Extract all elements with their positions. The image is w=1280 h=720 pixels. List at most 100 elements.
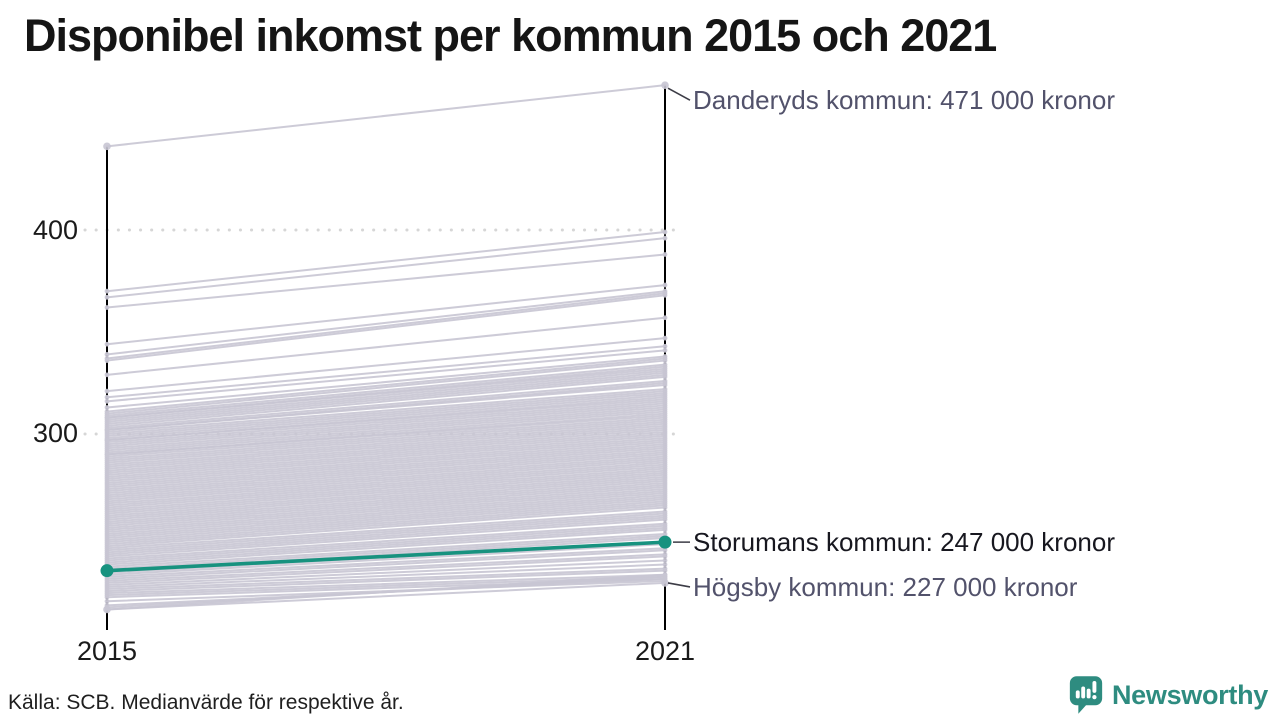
newsworthy-wordmark: Newsworthy: [1111, 679, 1268, 710]
background-endpoint-dot: [662, 527, 668, 533]
background-slope-line: [106, 457, 666, 499]
background-endpoint-dot: [662, 374, 668, 380]
background-endpoint-dot: [662, 235, 668, 241]
background-slope-line: [106, 443, 666, 484]
annotation-danderyd: Danderyds kommun: 471 000 kronor: [693, 85, 1116, 116]
background-slope-line: [106, 502, 666, 544]
background-slope-line: [106, 526, 666, 564]
background-slope-line: [106, 451, 666, 493]
background-endpoint-dot: [662, 358, 668, 363]
background-endpoint-dot: [662, 517, 668, 523]
background-slope-line: [106, 573, 666, 595]
background-slope-line: [106, 467, 666, 509]
background-slope-line: [106, 459, 666, 501]
background-slope-line: [106, 388, 666, 433]
background-slope-line: [106, 394, 666, 440]
background-slope-line: [106, 516, 666, 556]
highlight-endpoint-dot: [658, 535, 672, 549]
background-slope-line: [106, 290, 666, 356]
background-slope-line: [106, 375, 666, 427]
y-axis-tick-300: 300: [32, 418, 78, 448]
background-slope-line: [106, 404, 666, 448]
background-slope-line: [106, 384, 666, 431]
x-axis-label-2021: 2021: [634, 636, 696, 666]
background-endpoint-dot: [662, 315, 668, 321]
background-endpoint-dot: [104, 394, 110, 400]
background-slope-line: [106, 500, 666, 542]
background-slope-line: [106, 567, 666, 591]
background-endpoint-dot: [104, 372, 110, 378]
background-slope-line: [106, 416, 666, 458]
annotation-hogsby: Högsby kommun: 227 000 kronor: [693, 571, 1078, 602]
y-axis-tick-400: 400: [32, 215, 78, 245]
background-slope-line: [106, 406, 666, 450]
background-slope-line: [106, 373, 666, 425]
background-slope-line: [106, 433, 666, 474]
background-endpoint-dot: [104, 594, 110, 600]
background-slope-line: [106, 512, 666, 552]
background-slope-line: [106, 357, 666, 413]
background-slope-line: [106, 559, 666, 586]
background-slope-line: [106, 253, 666, 309]
background-slope-line: [106, 563, 666, 588]
background-endpoint-dot: [662, 252, 668, 257]
background-slope-line: [106, 504, 666, 546]
background-slope-line: [106, 573, 666, 611]
background-slope-line: [106, 428, 666, 470]
background-slope-line: [106, 420, 666, 462]
labeled-endpoint-dot: [103, 142, 111, 151]
background-endpoint-dot: [662, 568, 668, 574]
background-slope-line: [106, 414, 666, 456]
background-slope-line: [106, 359, 666, 415]
chart-title: Disponibel inkomst per kommun 2015 och 2…: [24, 10, 997, 61]
background-slope-line: [106, 402, 666, 446]
background-slope-line: [106, 453, 666, 495]
background-slope-line: [106, 465, 666, 507]
background-endpoint-dot: [104, 341, 110, 347]
background-endpoint-dot: [662, 335, 668, 341]
background-slope-line: [106, 475, 666, 517]
background-slope-line: [106, 390, 666, 435]
background-slope-line: [106, 535, 666, 570]
background-endpoint-dot: [662, 558, 668, 563]
labeled-endpoint-dot: [661, 579, 669, 587]
background-endpoint-dot: [104, 398, 110, 404]
background-endpoint-dot: [662, 505, 668, 510]
background-slope-line: [106, 522, 666, 560]
background-endpoint-dot: [662, 229, 668, 235]
newsworthy-bar-chart-bubble-icon: [1069, 676, 1103, 714]
background-slope-line: [106, 579, 666, 603]
background-slope-line: [106, 549, 666, 580]
background-slope-line: [106, 514, 666, 554]
background-slope-line: [106, 379, 666, 429]
background-endpoint-dot: [104, 358, 110, 363]
background-slope-line: [106, 490, 666, 531]
background-slope-line: [106, 371, 666, 423]
background-endpoint-dot: [104, 598, 110, 604]
background-slope-line: [106, 569, 666, 593]
background-slope-line: [106, 422, 666, 464]
background-slope-line: [106, 424, 666, 466]
background-endpoint-dot: [104, 305, 110, 310]
background-slope-line: [106, 441, 666, 482]
background-endpoint-dot: [662, 554, 668, 559]
labeled-endpoint-dot: [661, 81, 669, 89]
background-slope-line: [106, 337, 666, 393]
background-endpoint-dot: [104, 294, 110, 300]
background-slope-line: [106, 363, 666, 417]
background-slope-line: [106, 494, 666, 535]
background-endpoint-dot: [662, 382, 668, 388]
background-slope-line: [106, 231, 666, 293]
labeled-slope-line-0: [106, 84, 666, 148]
background-slope-line: [106, 547, 666, 578]
background-slope-line: [106, 284, 666, 346]
background-slope-line: [106, 471, 666, 513]
callout-line-2: [667, 582, 691, 588]
background-slope-line: [106, 392, 666, 438]
background-slope-line: [106, 488, 666, 529]
background-slope-line: [106, 496, 666, 537]
background-slope-line: [106, 498, 666, 540]
background-slope-line: [106, 518, 666, 558]
